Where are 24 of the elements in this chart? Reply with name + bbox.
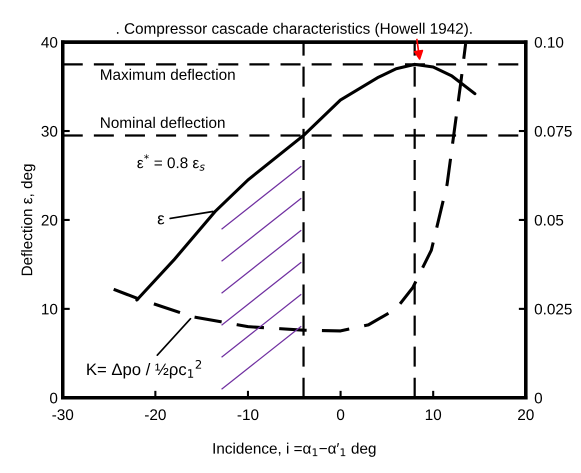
- ref-line-label: Nominal deflection: [101, 116, 224, 128]
- x-tick-label: -30: [52, 409, 74, 420]
- y-tick-label: 30: [41, 126, 58, 137]
- y-tick-label: 20: [42, 214, 58, 226]
- y2-tick-label: 0.075: [534, 126, 572, 137]
- x-axis-title: Incidence, i =α$_{1}$−α′$_{1}$ deg: [213, 442, 376, 457]
- x-tick-label: 10: [426, 409, 442, 420]
- annotation: ε$^{*}$ = 0.8 ε$_{s}$: [137, 154, 205, 171]
- y-tick-label: 10: [42, 304, 58, 315]
- y-tick-label: 0: [50, 392, 58, 404]
- ref-line-label: Maximum deflection: [101, 68, 235, 80]
- chart-title: . Compressor cascade characteristics (Howell 1942).: [116, 22, 472, 37]
- y2-tick-label: 0.05: [534, 214, 564, 226]
- x-tick-label: -20: [145, 409, 166, 420]
- y-tick-label: 40: [41, 36, 58, 48]
- y2-tick-label: 0.025: [534, 304, 572, 315]
- y-axis-title: Deflection ε, deg: [21, 164, 36, 276]
- text: K= Δpo / ½ρc$_{1}$$^{2}$: [87, 360, 202, 378]
- legend-label: ε: [158, 215, 164, 224]
- x-tick-label: 0: [336, 409, 344, 420]
- y2-tick-label: 0: [534, 392, 542, 404]
- y2-tick-label: 0.10: [534, 36, 564, 48]
- x-tick-label: 20: [518, 409, 534, 420]
- x-tick-label: -10: [238, 409, 258, 420]
